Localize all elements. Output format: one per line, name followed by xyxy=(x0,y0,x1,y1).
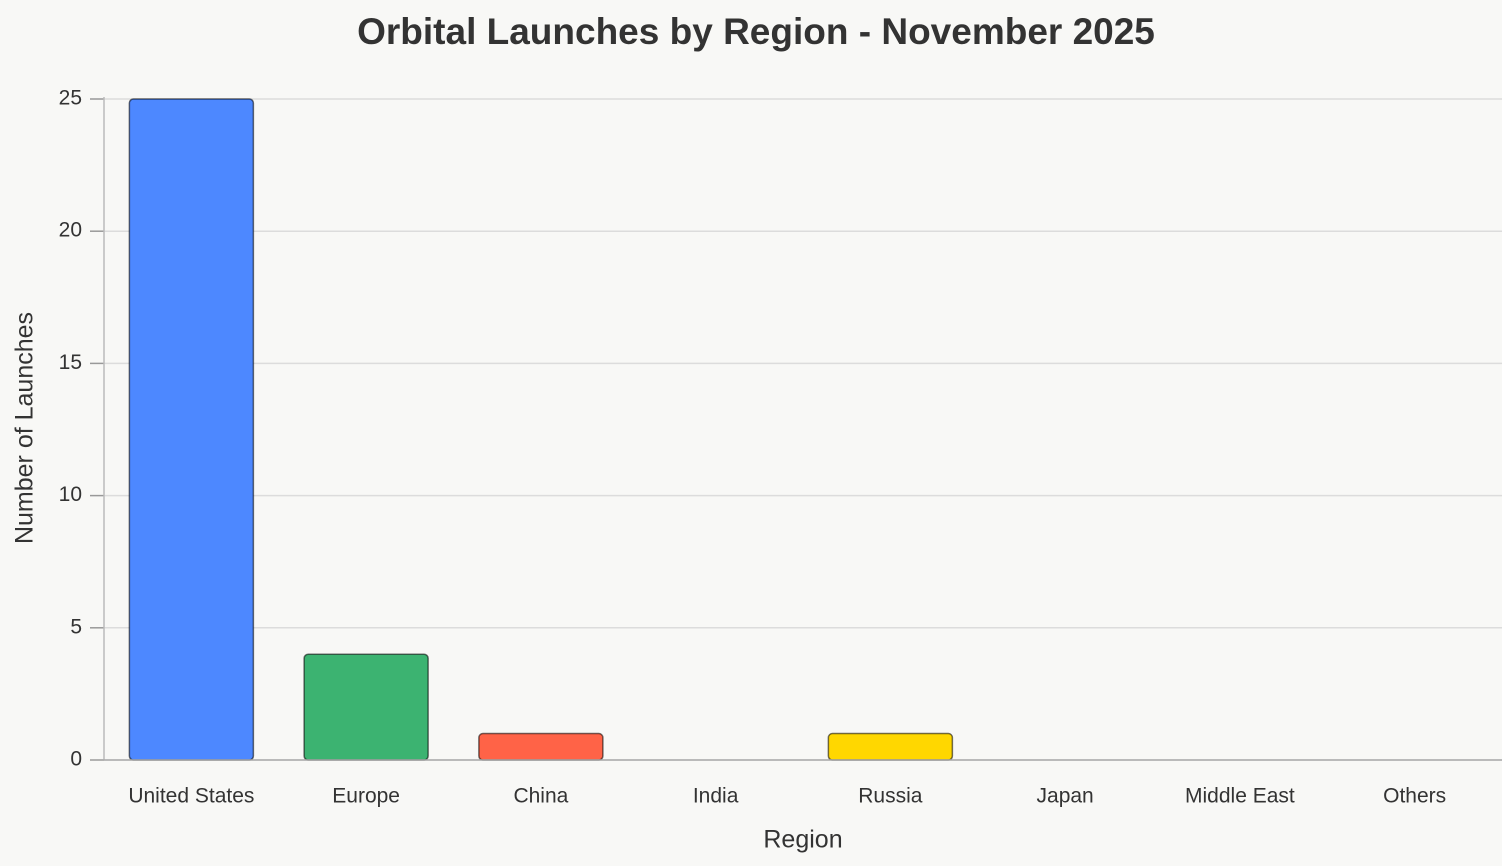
y-tick-label: 25 xyxy=(59,87,82,110)
x-tick-label: Europe xyxy=(332,785,400,808)
x-tick-label: China xyxy=(513,785,568,808)
y-tick-label: 5 xyxy=(70,615,82,638)
x-tick-label: Middle East xyxy=(1185,785,1295,808)
x-tick-label: Russia xyxy=(858,785,923,808)
y-tick-label: 0 xyxy=(70,748,82,771)
x-tick-label: Others xyxy=(1383,785,1446,808)
y-tick-label: 20 xyxy=(59,219,82,242)
bar xyxy=(128,98,255,761)
y-axis-label: Number of Launches xyxy=(11,312,39,544)
y-tick-label: 10 xyxy=(59,483,82,506)
bar xyxy=(478,732,604,761)
y-tick-label: 15 xyxy=(59,351,82,374)
x-tick-label: India xyxy=(693,785,739,808)
bar xyxy=(303,653,429,761)
x-tick-label: United States xyxy=(128,785,254,808)
x-axis-label: Region xyxy=(763,826,842,854)
x-tick-label: Japan xyxy=(1037,785,1094,808)
chart-title: Orbital Launches by Region - November 20… xyxy=(357,11,1155,52)
bar xyxy=(827,732,954,761)
